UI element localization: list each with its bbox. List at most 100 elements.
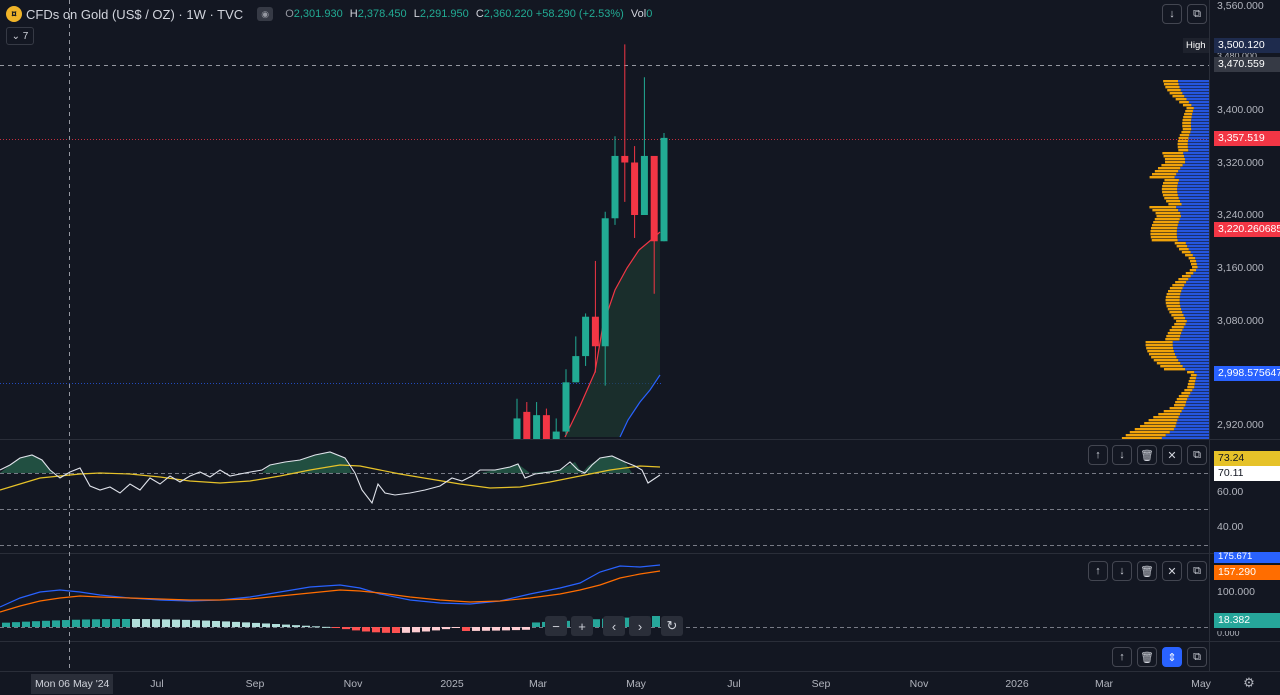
volume-profile-bar-up [1176, 173, 1209, 176]
volume-profile-bar-up [1184, 95, 1209, 98]
arrow-down-icon[interactable]: ↓ [1162, 4, 1182, 24]
symbol-title[interactable]: CFDs on Gold (US$ / OZ) · 1W · TVC [26, 6, 244, 22]
arrow-up-icon[interactable]: ↑ [1088, 561, 1108, 581]
volume-profile-bar-up [1192, 113, 1209, 116]
volume-profile-bar-down [1154, 218, 1180, 221]
maximize-icon[interactable]: ⧉ [1187, 647, 1207, 667]
macd-histogram-bar [532, 622, 540, 627]
volume-profile-bar-down [1166, 305, 1181, 308]
macd-histogram-bar [212, 620, 220, 627]
time-tick: Mar [1094, 678, 1114, 690]
volume-profile-bar-up [1187, 398, 1209, 401]
volume-profile-bar-down [1173, 317, 1186, 320]
restore-icon[interactable]: ⧉ [1187, 4, 1207, 24]
macd-histogram-bar [322, 626, 330, 628]
high-tag: High [1183, 38, 1209, 53]
volume-profile-bar-down [1185, 254, 1193, 257]
volume-profile-bar-up [1194, 386, 1209, 389]
volume-profile-bar-down [1182, 128, 1192, 131]
volume-profile-bar-up [1194, 371, 1209, 374]
trash-icon[interactable]: 🗑 [1137, 445, 1157, 465]
chevron-left-icon[interactable]: ‹ [603, 616, 625, 636]
volume-profile-bar-down [1188, 380, 1196, 383]
trash-icon[interactable]: 🗑 [1137, 561, 1157, 581]
volume-profile-bar-up [1177, 188, 1209, 191]
volume-profile-bar-down [1182, 104, 1192, 107]
volume-profile-bar-up [1180, 167, 1209, 170]
candle-body [611, 155, 619, 219]
volume-profile-bar-up [1180, 89, 1209, 92]
volume-profile-bar-down [1179, 134, 1190, 137]
volume-profile-bar-down [1121, 437, 1162, 439]
volume-profile-bar-down [1129, 431, 1170, 434]
volume-profile-bar-down [1169, 287, 1183, 290]
volume-profile-bar-up [1178, 197, 1209, 200]
macd-histogram-bar [52, 620, 60, 627]
volume-profile-bar-down [1151, 239, 1178, 242]
volume-profile-bar-down [1158, 413, 1180, 416]
volume-profile-bar-up [1188, 278, 1209, 281]
volume-profile-bar-down [1162, 185, 1178, 188]
volume-profile-bar-down [1182, 122, 1191, 125]
volume-profile-bar-down [1147, 350, 1174, 353]
volume-profile-bar-up [1193, 107, 1209, 110]
volume-profile-bar-up [1179, 218, 1209, 221]
volume-profile-bar-up [1195, 380, 1209, 383]
time-tick: 2026 [1005, 678, 1029, 690]
chart-legend[interactable]: ¤ CFDs on Gold (US$ / OZ) · 1W · TVC ◉ O… [6, 4, 652, 24]
volume-profile-bar-up [1196, 374, 1209, 377]
volume-profile-bar-up [1176, 233, 1209, 236]
price-tick: 2,920.000 [1217, 419, 1264, 431]
volume-profile-bar-down [1166, 200, 1181, 203]
rsi-tick: 60.00 [1217, 486, 1244, 498]
volume-profile-bar-down [1185, 110, 1193, 113]
indicators-collapse-button[interactable]: ⌄ 7 [6, 27, 34, 45]
volume-profile-bar-down [1163, 368, 1186, 371]
plus-icon[interactable]: + [571, 616, 593, 636]
candle-body [523, 411, 531, 439]
macd-histogram-bar [292, 625, 300, 627]
volume-profile-bar-up [1188, 101, 1209, 104]
time-tick: Nov [343, 678, 363, 690]
minus-icon[interactable]: − [545, 616, 567, 636]
price-tick: 3,400.000 [1217, 104, 1264, 116]
rsi-overbought-fill-1 [0, 455, 55, 473]
volume-profile-bar-up [1182, 365, 1209, 368]
macd-histogram-bar [222, 621, 230, 627]
high-price-label: 3,500.120 [1214, 38, 1280, 53]
arrow-down-icon[interactable]: ↓ [1112, 445, 1132, 465]
volume-profile-bar-down [1167, 308, 1182, 311]
macd-histogram-bar [92, 619, 100, 627]
macd-histogram-bar [142, 619, 150, 627]
volume-profile-bar-down [1178, 137, 1189, 140]
eye-icon[interactable]: ◉ [257, 7, 274, 21]
volume-profile-bar-down [1184, 389, 1193, 392]
volume-profile-bar-down [1162, 152, 1184, 155]
volume-profile-bar-down [1151, 173, 1177, 176]
arrow-up-icon[interactable]: ↑ [1112, 647, 1132, 667]
volume-profile-bar-down [1187, 383, 1195, 386]
chevron-right-icon[interactable]: › [629, 616, 651, 636]
volume-profile-bar-up [1176, 206, 1209, 209]
trash-icon[interactable]: 🗑 [1137, 647, 1157, 667]
arrow-up-icon[interactable]: ↑ [1088, 445, 1108, 465]
macd-histogram-bar [372, 627, 380, 633]
maximize-icon[interactable]: ⧉ [1187, 445, 1207, 465]
macd-histogram-bar [282, 624, 290, 627]
maximize-icon[interactable]: ⧉ [1187, 561, 1207, 581]
volume-profile-bar-up [1195, 377, 1209, 380]
collapse-icon[interactable]: ✕ [1162, 445, 1182, 465]
volume-profile-bar-down [1169, 92, 1183, 95]
volume-profile-bar-down [1167, 290, 1182, 293]
gear-icon[interactable]: ⚙ [1243, 675, 1255, 690]
volume-profile-bar-up [1177, 236, 1209, 239]
reset-icon[interactable]: ↻ [661, 616, 683, 636]
volume-profile-bar-down [1181, 251, 1191, 254]
chevron-updown-icon[interactable]: ⇕ [1162, 647, 1182, 667]
volume-profile-bar-up [1181, 308, 1209, 311]
collapse-icon[interactable]: ✕ [1162, 561, 1182, 581]
arrow-down-icon[interactable]: ↓ [1112, 561, 1132, 581]
volume-profile-bar-down [1172, 95, 1185, 98]
macd-histogram-bar [82, 619, 90, 627]
